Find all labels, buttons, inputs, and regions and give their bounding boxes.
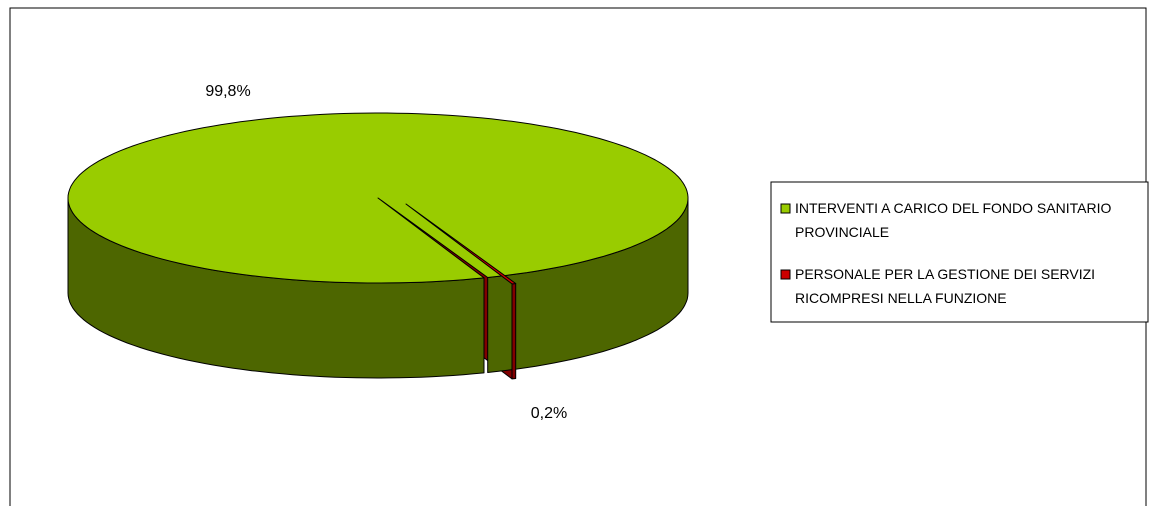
legend-label: PERSONALE PER LA GESTIONE DEI SERVIZI RIC… [795,266,1095,306]
legend-box [770,181,1149,323]
pie-slice [405,203,517,285]
legend-label: INTERVENTI A CARICO DEL FONDO SANITARIO P… [795,200,1111,240]
data-label: 0,2% [531,405,567,422]
legend-line: RICOMPRESI NELLA FUNZIONE [795,290,1007,306]
legend-line: PROVINCIALE [795,224,889,240]
legend-line: INTERVENTI A CARICO DEL FONDO SANITARIO [795,200,1111,216]
legend-swatch [780,269,791,280]
legend-line: PERSONALE PER LA GESTIONE DEI SERVIZI [795,266,1095,282]
legend-swatch [780,203,791,214]
data-label: 99,8% [205,83,250,100]
pie-slice-side [511,283,517,380]
pie-slice [67,112,689,284]
